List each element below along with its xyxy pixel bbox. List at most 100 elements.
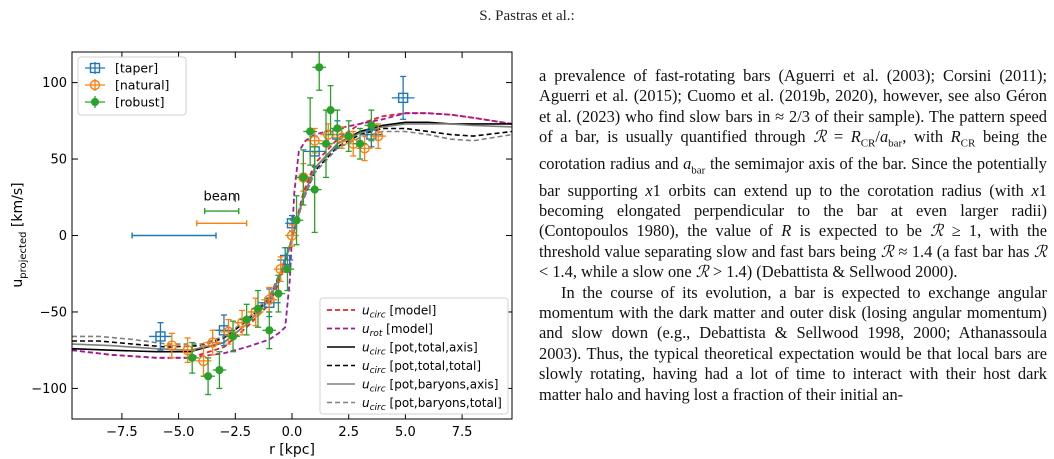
legend-lower-entry: ucirc [pot,baryons,axis] — [327, 378, 498, 395]
point-marker — [355, 139, 365, 148]
legend-lower-label: ucirc [pot,total,total] — [362, 359, 481, 376]
data-point — [185, 341, 200, 374]
legend-lower-box — [319, 297, 509, 415]
legend-lower-entry: ucirc [pot,total,axis] — [327, 341, 478, 358]
data-point — [353, 127, 367, 160]
running-head: S. Pastras et al.: — [479, 8, 575, 24]
data-point — [149, 322, 172, 351]
data-point — [220, 318, 237, 345]
point-marker — [274, 289, 283, 298]
point-marker — [367, 121, 376, 130]
data-point — [262, 311, 277, 350]
legend-upper: [taper] [natural] [robust] — [77, 56, 187, 116]
point-marker — [155, 331, 166, 342]
rotation-curve-figure: −7.5 −5.0 −2.5 0.0 2.5 5.0 7.5 −100 −50 0 50 100 r … — [10, 51, 513, 458]
x-axis-label: r [kpc] — [269, 442, 315, 458]
beam-bar-natural — [196, 220, 248, 227]
point-marker — [203, 372, 213, 381]
legend-upper-label: [natural] — [115, 78, 169, 93]
x-tick-label: 2.5 — [338, 425, 359, 440]
data-point — [307, 146, 322, 234]
point-marker — [344, 132, 353, 141]
point-marker — [310, 185, 319, 194]
point-marker — [292, 216, 301, 225]
data-point — [312, 52, 327, 91]
body-paragraph-1: a prevalence of fast-rotating bars (Ague… — [539, 66, 1048, 282]
legend-upper-box — [77, 56, 187, 116]
point-marker — [321, 139, 331, 148]
legend-lower-entry: urot [model] — [327, 322, 433, 339]
y-tick-label: 0 — [59, 229, 67, 244]
data-point — [296, 149, 311, 206]
data-point — [330, 109, 345, 148]
legend-upper-entry: [taper] — [85, 61, 158, 76]
data-point — [289, 195, 304, 246]
y-tick-label: −50 — [40, 305, 67, 320]
legend-lower-label: ucirc [pot,total,axis] — [362, 341, 478, 358]
beam-markers: beam — [131, 189, 248, 239]
legend-lower: ucirc [model]urot [model] ucirc [pot,tota… — [319, 297, 509, 415]
x-tick-label: 5.0 — [395, 425, 416, 440]
data-point — [280, 247, 295, 292]
legend-lower-label: ucirc [model] — [362, 304, 436, 321]
data-point — [204, 329, 221, 356]
legend-lower-label: urot [model] — [362, 322, 433, 339]
legend-upper-label: [taper] — [115, 61, 158, 76]
body-paragraph-2: In the course of its evolution, a bar is… — [539, 282, 1047, 404]
legend-upper-entry: [natural] — [85, 78, 169, 93]
point-marker — [397, 92, 409, 104]
data-point — [391, 75, 415, 120]
point-marker — [265, 326, 274, 335]
beam-label: beam — [204, 189, 241, 204]
beam-bar-taper — [131, 232, 217, 239]
data-point — [323, 84, 338, 136]
axes-ticks: −7.5 −5.0 −2.5 0.0 2.5 5.0 7.5 −100 −50 0 50 100 — [31, 52, 512, 440]
data-point — [239, 303, 254, 336]
legend-marker — [90, 97, 100, 107]
data-point — [341, 120, 356, 153]
legend-lower-label: ucirc [pot,baryons,total] — [362, 396, 502, 413]
legend-upper-entry: [robust] — [85, 95, 165, 110]
y-tick-label: 100 — [42, 76, 67, 91]
point-marker — [333, 124, 342, 133]
data-point — [251, 289, 265, 328]
body-text-column: a prevalence of fast-rotating bars (Ague… — [539, 66, 1047, 405]
model-curve — [72, 112, 512, 359]
point-marker — [242, 315, 251, 324]
y-tick-label: −100 — [31, 382, 67, 397]
point-marker — [207, 337, 218, 348]
point-marker — [283, 265, 292, 274]
legend-marker — [89, 79, 101, 91]
y-axis-label: uprojected [km/s] — [10, 182, 29, 287]
x-tick-label: −5.0 — [163, 425, 195, 440]
point-marker — [372, 130, 384, 142]
x-tick-label: −2.5 — [220, 425, 252, 440]
y-tick-label: 50 — [50, 153, 67, 168]
x-tick-label: −7.5 — [106, 425, 138, 440]
data-point — [201, 357, 215, 396]
point-marker — [228, 332, 238, 341]
legend-upper-label: [robust] — [115, 95, 165, 110]
legend-lower-label: ucirc [pot,baryons,axis] — [362, 378, 498, 395]
legend-marker — [89, 62, 101, 74]
point-marker — [188, 353, 197, 362]
point-marker — [264, 294, 275, 305]
point-marker — [306, 127, 315, 136]
data-point — [364, 109, 379, 142]
point-marker — [215, 365, 224, 375]
data-point — [271, 274, 286, 313]
plot-content — [72, 52, 512, 396]
point-marker — [166, 340, 177, 351]
x-tick-label: 7.5 — [452, 425, 473, 440]
data-point — [370, 123, 387, 149]
data-point — [303, 97, 317, 166]
legend-lower-entry: ucirc [pot,baryons,total] — [327, 396, 502, 413]
point-marker — [315, 63, 324, 72]
x-tick-label: 0.0 — [282, 425, 303, 440]
data-point — [212, 351, 227, 390]
data-point — [226, 320, 240, 353]
data-point — [163, 332, 180, 359]
point-marker — [326, 106, 335, 115]
point-marker — [253, 304, 263, 313]
series-taper — [149, 75, 415, 351]
